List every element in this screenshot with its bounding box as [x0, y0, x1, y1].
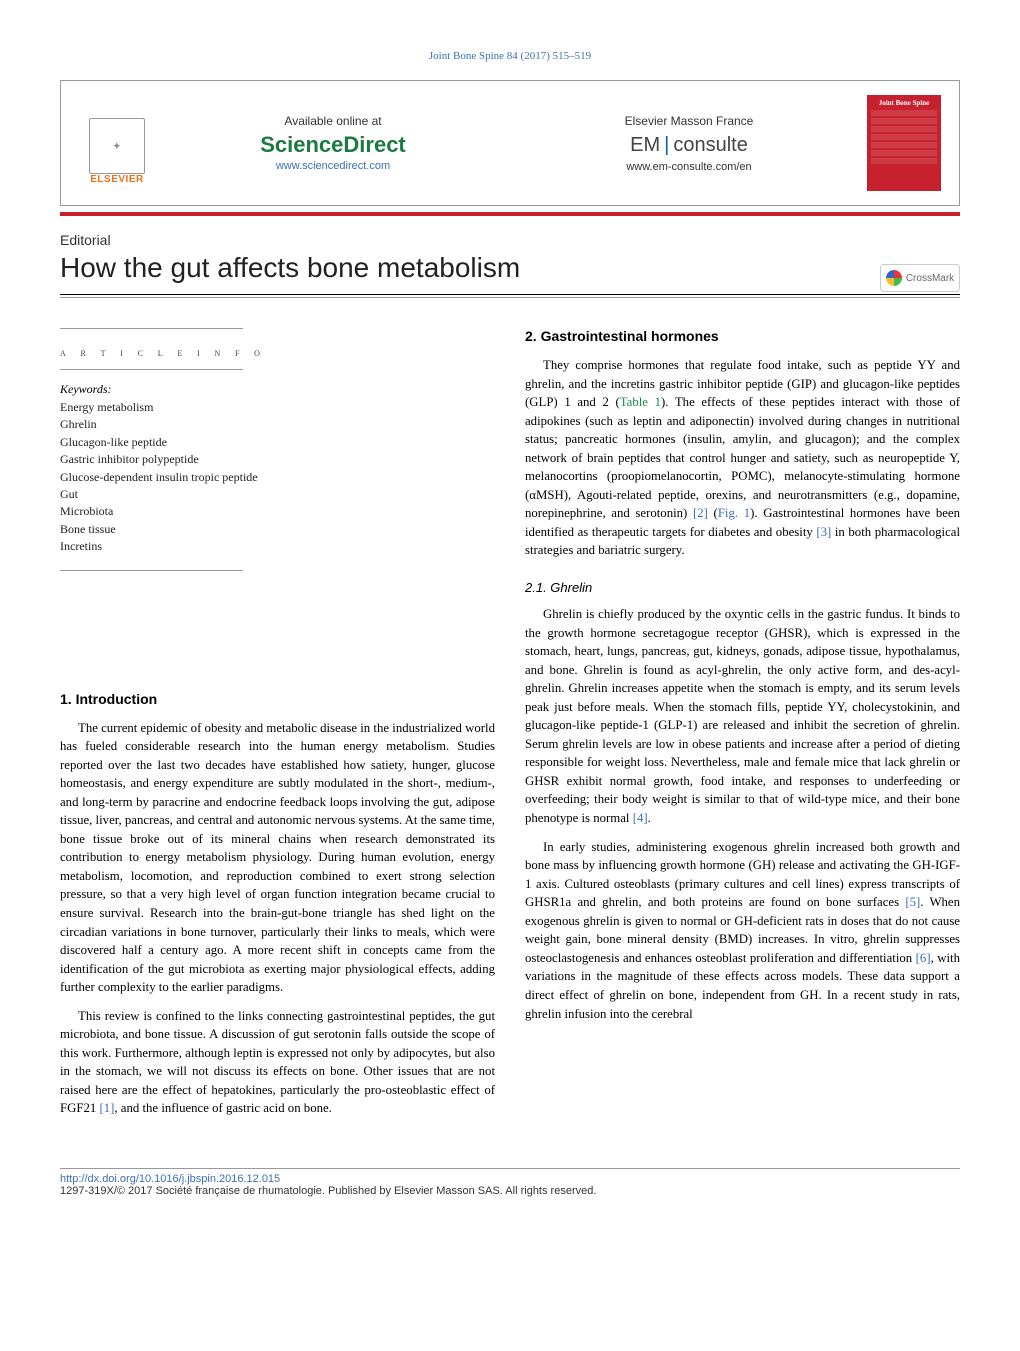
- section-2-1-heading: 2.1. Ghrelin: [525, 580, 960, 595]
- cover-block: [871, 158, 937, 164]
- emconsulte-block: Elsevier Masson France EM|consulte www.e…: [511, 114, 867, 173]
- cover-block: [871, 142, 937, 148]
- keyword-item: Glucagon-like peptide: [60, 434, 495, 451]
- s1p2-text-b: , and the influence of gastric acid on b…: [114, 1101, 331, 1115]
- section-2-1-para-2: In early studies, administering exogenou…: [525, 838, 960, 1023]
- title-rule-bottom: [60, 297, 960, 298]
- sciencedirect-block: Available online at ScienceDirect www.sc…: [155, 114, 511, 172]
- doi-link[interactable]: http://dx.doi.org/10.1016/j.jbspin.2016.…: [60, 1173, 960, 1185]
- s21p2-a: In early studies, administering exogenou…: [525, 840, 960, 910]
- crossmark-icon: [886, 270, 902, 286]
- ref-link-6[interactable]: [6]: [916, 951, 931, 965]
- keyword-item: Bone tissue: [60, 521, 495, 538]
- header-rule: [60, 212, 960, 216]
- masson-label: Elsevier Masson France: [511, 114, 867, 128]
- journal-cover-thumb: Joint Bone Spine: [867, 95, 941, 191]
- article-title: How the gut affects bone metabolism: [60, 252, 520, 284]
- cover-title: Joint Bone Spine: [871, 99, 937, 107]
- keyword-item: Energy metabolism: [60, 399, 495, 416]
- ref-link-3[interactable]: [3]: [816, 525, 831, 539]
- keyword-item: Microbiota: [60, 503, 495, 520]
- elsevier-label: ELSEVIER: [90, 174, 143, 185]
- cover-block: [871, 110, 937, 116]
- two-column-body: a r t i c l e i n f o Keywords: Energy m…: [60, 328, 960, 1128]
- keyword-item: Glucose-dependent insulin tropic peptide: [60, 469, 495, 486]
- ref-link-4[interactable]: [4]: [633, 811, 648, 825]
- copyright-line: 1297-319X/© 2017 Société française de rh…: [60, 1185, 960, 1197]
- crossmark-label: CrossMark: [906, 273, 954, 284]
- sciencedirect-wordmark: ScienceDirect: [155, 132, 511, 158]
- keyword-item: Gastric inhibitor polypeptide: [60, 451, 495, 468]
- table-link-1[interactable]: Table 1: [620, 395, 661, 409]
- crossmark-badge[interactable]: CrossMark: [880, 264, 960, 292]
- elsevier-tree-icon: ✦: [89, 118, 145, 174]
- cover-block: [871, 150, 937, 156]
- section-2-para-1: They comprise hormones that regulate foo…: [525, 356, 960, 560]
- emconsulte-url[interactable]: www.em-consulte.com/en: [511, 161, 867, 173]
- section-type: Editorial: [60, 232, 520, 248]
- cover-block: [871, 126, 937, 132]
- journal-header: ✦ ELSEVIER Available online at ScienceDi…: [60, 80, 960, 206]
- keyword-item: Gut: [60, 486, 495, 503]
- em-prefix: EM: [630, 134, 660, 156]
- left-column: a r t i c l e i n f o Keywords: Energy m…: [60, 328, 495, 1128]
- info-rule-top: [60, 328, 243, 329]
- info-rule-mid: [60, 369, 243, 370]
- footer-rule: [60, 1168, 960, 1169]
- elsevier-logo: ✦ ELSEVIER: [79, 101, 155, 185]
- keyword-item: Incretins: [60, 538, 495, 555]
- s21p1-b: .: [648, 811, 651, 825]
- emconsulte-wordmark: EM|consulte: [511, 134, 867, 157]
- article-info-heading: a r t i c l e i n f o: [60, 347, 495, 359]
- page-footer: http://dx.doi.org/10.1016/j.jbspin.2016.…: [60, 1168, 960, 1197]
- ref-link-2[interactable]: [2]: [693, 506, 708, 520]
- section-1-heading: 1. Introduction: [60, 691, 495, 707]
- article-header-row: Editorial How the gut affects bone metab…: [60, 232, 960, 292]
- available-online-label: Available online at: [155, 114, 511, 128]
- title-rule-top: [60, 294, 960, 295]
- keywords-list: Energy metabolism Ghrelin Glucagon-like …: [60, 399, 495, 556]
- cover-block: [871, 118, 937, 124]
- sciencedirect-url[interactable]: www.sciencedirect.com: [155, 160, 511, 172]
- s21p1-a: Ghrelin is chiefly produced by the oxynt…: [525, 607, 960, 825]
- keyword-item: Ghrelin: [60, 416, 495, 433]
- info-rule-bottom: [60, 570, 243, 571]
- ref-link-1[interactable]: [1]: [99, 1101, 114, 1115]
- em-divider-icon: |: [660, 134, 673, 156]
- header-left: ✦ ELSEVIER: [79, 101, 155, 185]
- right-column: 2. Gastrointestinal hormones They compri…: [525, 328, 960, 1128]
- ref-link-5[interactable]: [5]: [905, 895, 920, 909]
- s2p1-b: ). The effects of these peptides interac…: [525, 395, 960, 520]
- section-1-para-2: This review is confined to the links con…: [60, 1007, 495, 1118]
- section-2-1-para-1: Ghrelin is chiefly produced by the oxynt…: [525, 605, 960, 828]
- s2p1-c: (: [708, 506, 718, 520]
- section-2-heading: 2. Gastrointestinal hormones: [525, 328, 960, 344]
- s1p2-text-a: This review is confined to the links con…: [60, 1009, 495, 1116]
- running-head: Joint Bone Spine 84 (2017) 515–519: [60, 50, 960, 62]
- fig-link-1[interactable]: Fig. 1: [718, 506, 750, 520]
- em-suffix: consulte: [673, 134, 748, 156]
- cover-block: [871, 134, 937, 140]
- section-1-para-1: The current epidemic of obesity and meta…: [60, 719, 495, 997]
- keywords-label: Keywords:: [60, 382, 495, 397]
